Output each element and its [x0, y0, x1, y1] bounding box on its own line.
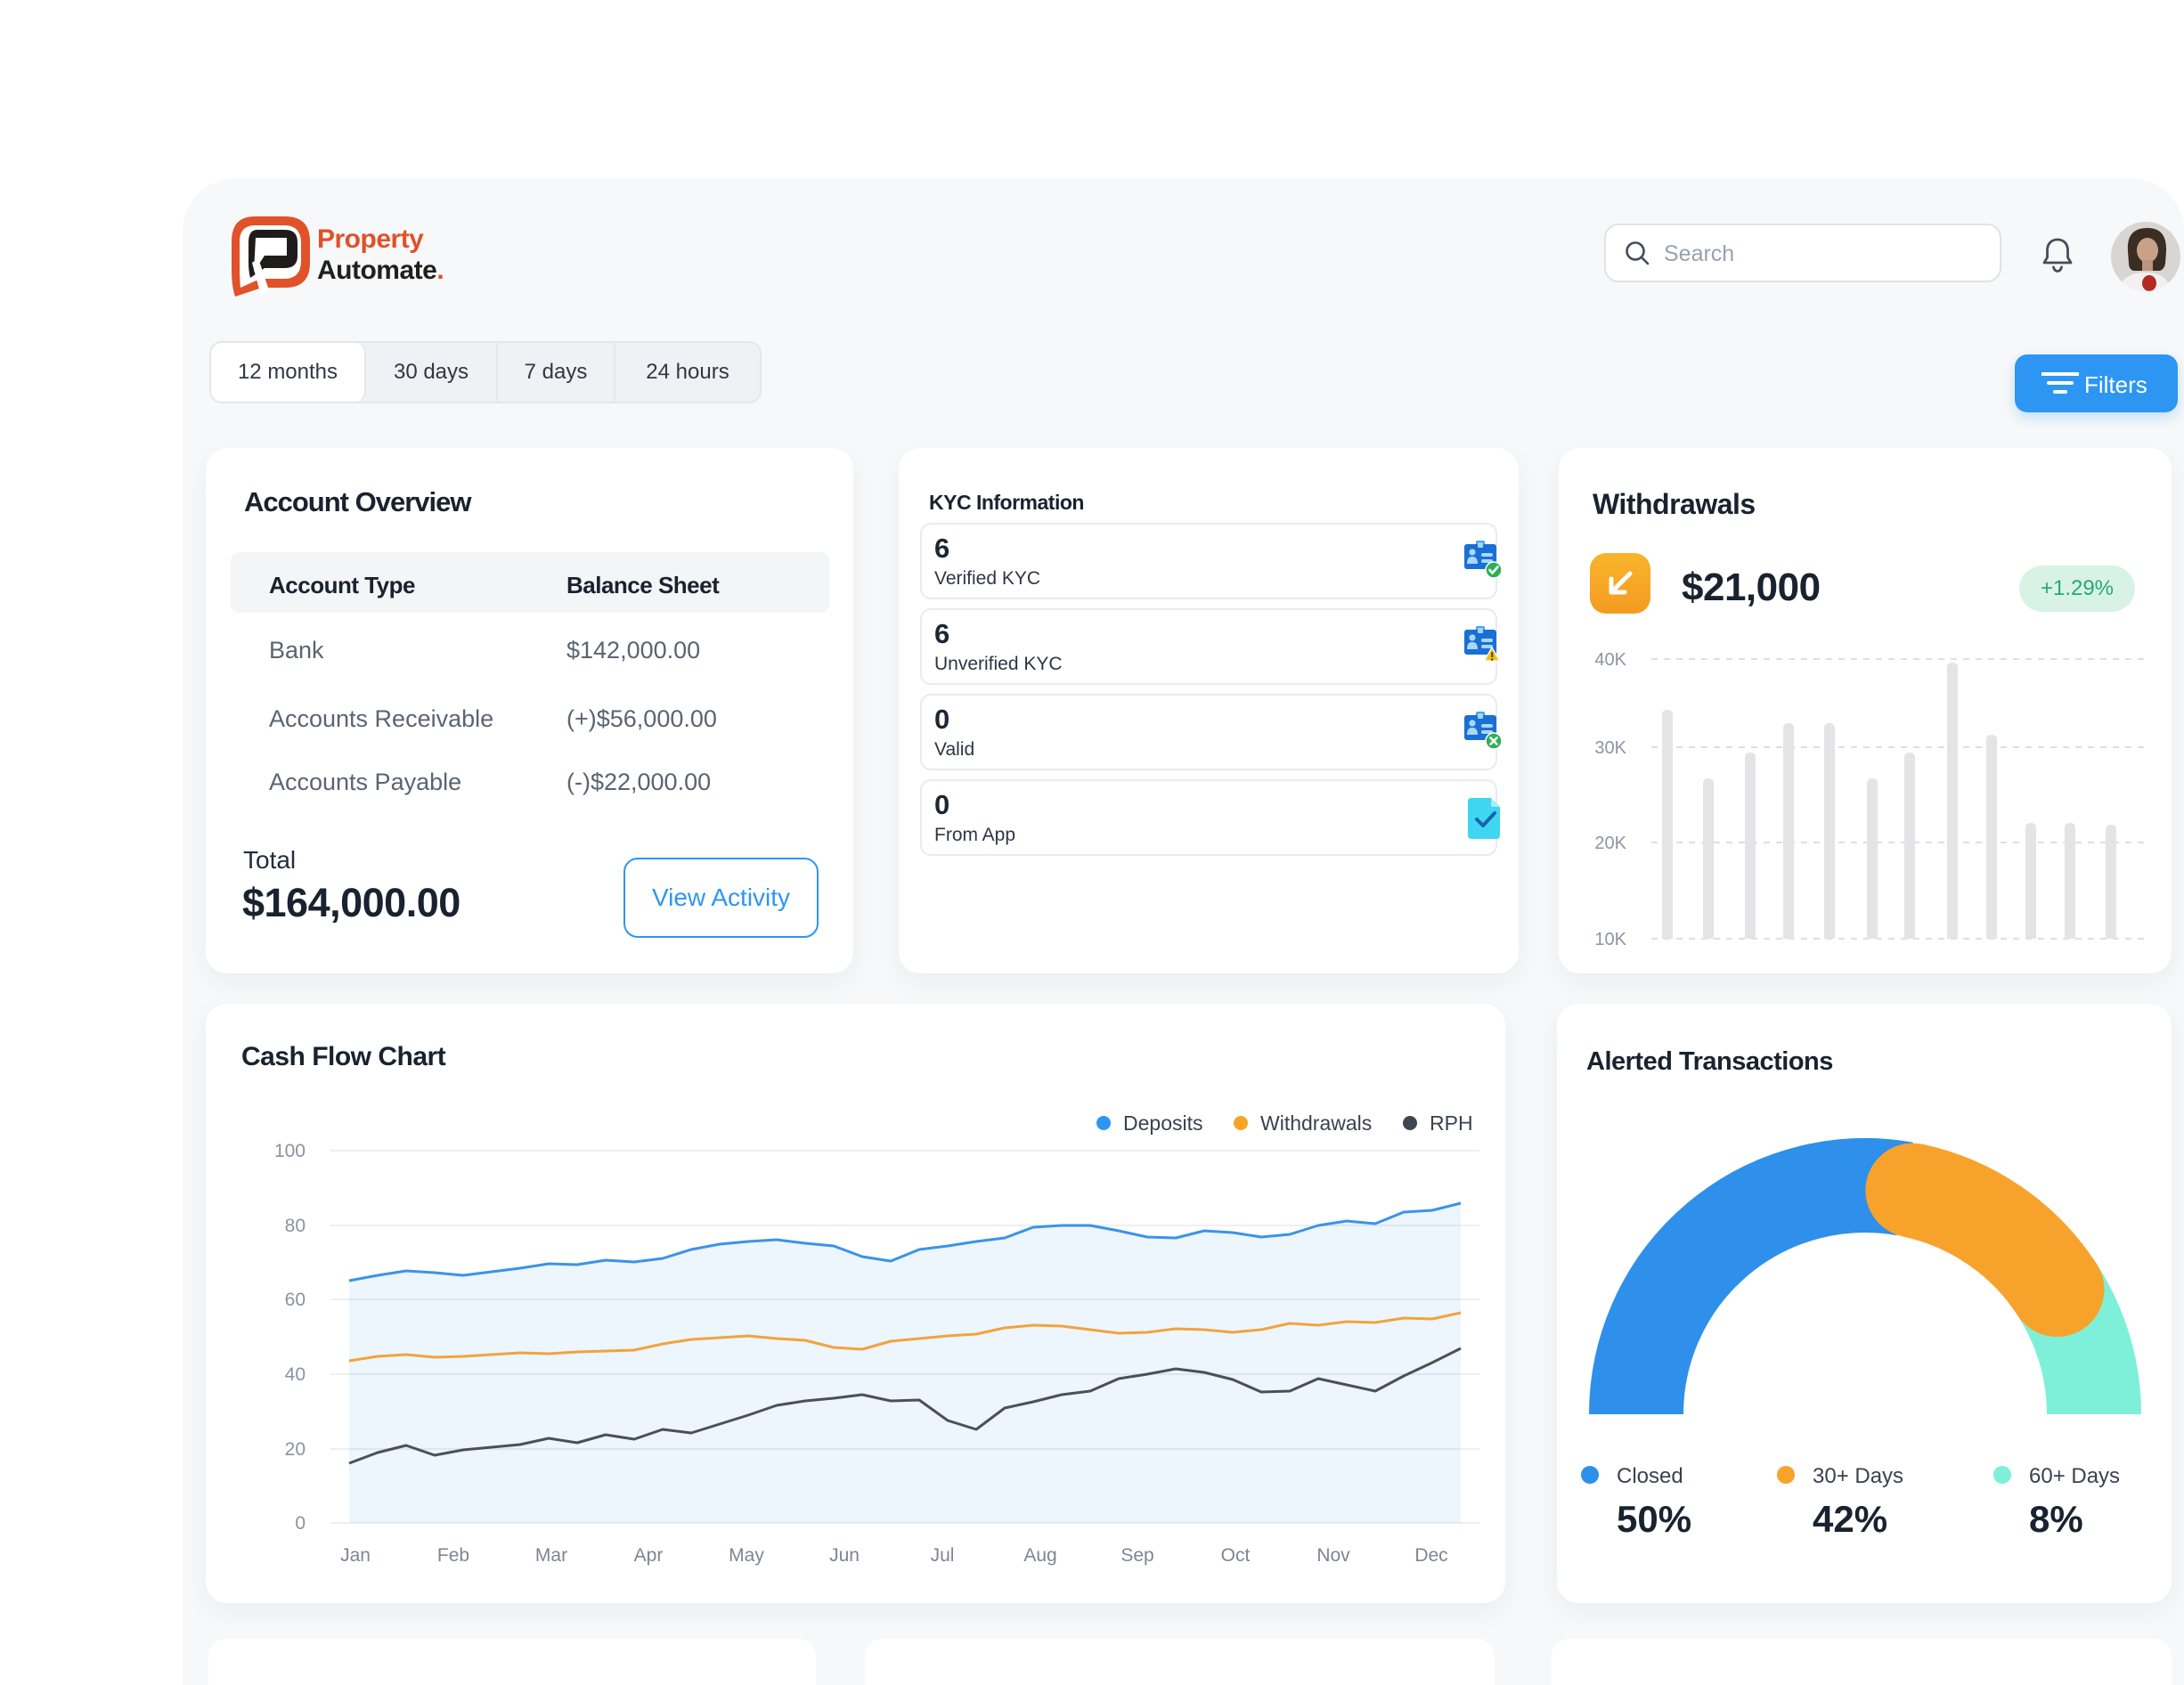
svg-text:Mar: Mar	[535, 1545, 567, 1566]
svg-text:May: May	[729, 1545, 764, 1566]
svg-text:30+ Days: 30+ Days	[1813, 1464, 1903, 1488]
svg-text:Nov: Nov	[1316, 1545, 1350, 1566]
svg-text:20: 20	[285, 1439, 306, 1460]
svg-text:Feb: Feb	[437, 1545, 469, 1566]
svg-text:Aug: Aug	[1023, 1545, 1056, 1566]
svg-text:Dec: Dec	[1414, 1545, 1447, 1566]
svg-text:60+ Days: 60+ Days	[2029, 1464, 2120, 1488]
svg-text:Sep: Sep	[1121, 1545, 1153, 1566]
svg-text:8%: 8%	[2029, 1498, 2083, 1540]
svg-text:Withdrawals: Withdrawals	[1260, 1111, 1372, 1135]
svg-text:Deposits: Deposits	[1123, 1111, 1202, 1135]
svg-text:80: 80	[285, 1216, 306, 1236]
svg-text:20K: 20K	[1594, 834, 1626, 853]
svg-text:42%: 42%	[1813, 1498, 1887, 1540]
svg-text:Closed: Closed	[1617, 1464, 1683, 1488]
svg-text:10K: 10K	[1594, 930, 1626, 949]
svg-text:40: 40	[285, 1364, 306, 1385]
svg-text:Oct: Oct	[1221, 1545, 1251, 1566]
svg-text:30K: 30K	[1594, 738, 1626, 758]
svg-text:Jun: Jun	[829, 1545, 860, 1566]
svg-text:40K: 40K	[1594, 650, 1626, 670]
svg-text:RPH: RPH	[1430, 1111, 1473, 1135]
svg-text:50%: 50%	[1617, 1498, 1691, 1540]
svg-text:60: 60	[285, 1290, 306, 1310]
svg-text:100: 100	[274, 1141, 306, 1161]
svg-text:Jan: Jan	[340, 1545, 371, 1566]
svg-text:0: 0	[295, 1513, 306, 1534]
svg-text:Jul: Jul	[931, 1545, 955, 1566]
svg-text:Apr: Apr	[634, 1545, 664, 1566]
